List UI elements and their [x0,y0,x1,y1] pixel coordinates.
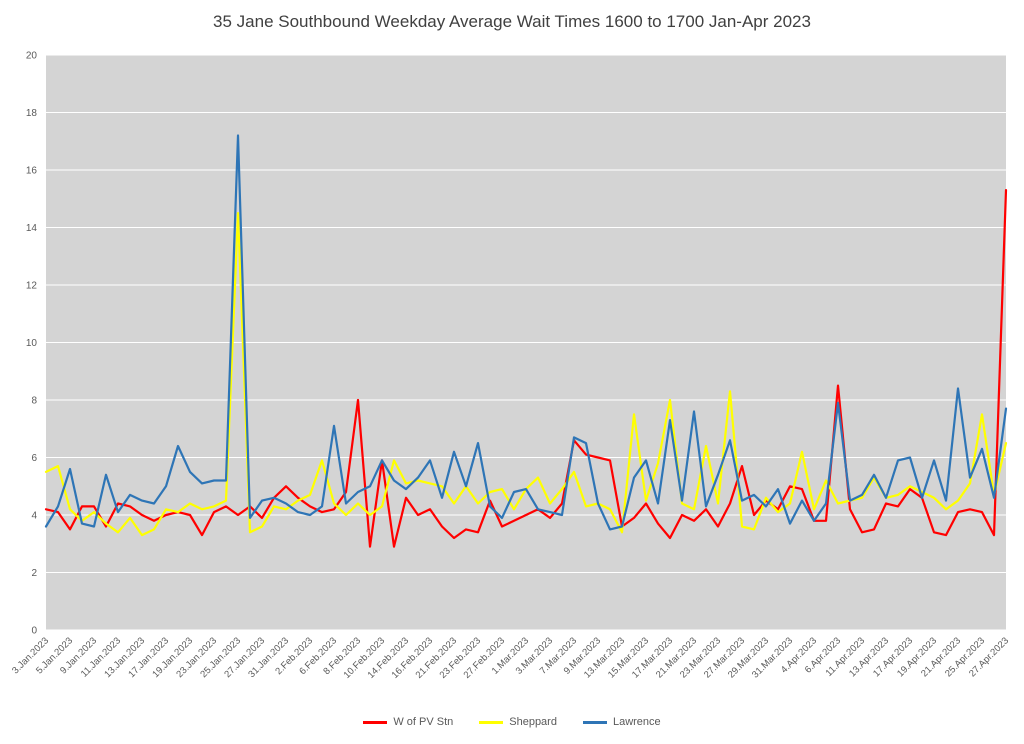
legend-item-lawrence: Lawrence [582,716,661,728]
y-tick-label: 20 [26,51,38,62]
y-tick-label: 0 [31,626,37,637]
chart-title: 35 Jane Southbound Weekday Average Wait … [213,12,811,31]
chart-legend: W of PV Stn Sheppard Lawrence [0,716,1024,728]
legend-swatch-w-of-pv-stn [363,720,388,724]
y-tick-label: 12 [26,281,38,292]
y-tick-label: 8 [31,396,37,407]
y-tick-label: 16 [26,166,38,177]
legend-item-w-of-pv-stn: W of PV Stn [363,716,453,728]
y-tick-label: 18 [26,108,38,119]
y-tick-label: 2 [31,568,37,579]
legend-swatch-sheppard [479,720,504,724]
y-tick-label: 10 [26,338,38,349]
legend-label-sheppard: Sheppard [509,716,557,728]
legend-label-w-of-pv-stn: W of PV Stn [393,716,454,728]
legend-item-sheppard: Sheppard [479,716,557,728]
series-line-lawrence [44,134,1008,531]
y-tick-label: 14 [26,223,38,234]
y-tick-label: 4 [31,511,37,522]
legend-swatch-lawrence [582,720,607,724]
y-tick-label: 6 [31,453,37,464]
legend-label-lawrence: Lawrence [612,716,661,728]
